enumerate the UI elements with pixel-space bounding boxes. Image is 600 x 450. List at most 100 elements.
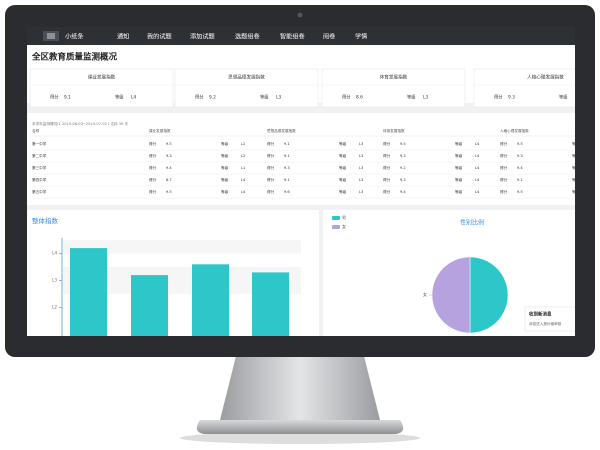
grade-label: 等级 [455, 141, 463, 146]
pie-label: 女 [423, 291, 427, 297]
score: 9.3 [400, 154, 406, 158]
score: 9.3 [284, 166, 290, 170]
card-grade: L3 [276, 95, 281, 101]
card-grade: L3 [423, 95, 428, 101]
grade-label: 等级 [339, 165, 347, 170]
score: 9.5 [400, 142, 406, 146]
legend-label: 男 [342, 215, 346, 220]
score: 9.5 [517, 190, 523, 194]
score-label: 得分 [500, 141, 508, 146]
table-caption: 本学年监测情况(1 2019-06-03~2019-07-02 ) 达标 30 … [32, 121, 128, 126]
notification[interactable] [524, 306, 577, 332]
grade-label: 等级 [572, 165, 580, 170]
grade-label: 等级 [572, 177, 580, 182]
score: 9.5 [517, 142, 523, 146]
bar-title: 整体指数 [32, 216, 59, 225]
score: 9.4 [517, 166, 523, 170]
card-grade: L4 [131, 95, 136, 101]
score: 9.4 [166, 166, 172, 170]
nav-item[interactable]: 小纸条 [65, 33, 84, 41]
legend-swatch [332, 216, 340, 220]
card-score: 8.6 [356, 95, 363, 101]
grade: L4 [475, 166, 480, 170]
grade: L1 [241, 166, 245, 170]
bar [70, 248, 107, 336]
card-score: 9.3 [508, 95, 515, 101]
y-tick-label: L2 [52, 305, 57, 310]
screen: 全区教育质量监测概况 本学年监测情况(1 2019-06-03~2019-07-… [27, 27, 580, 336]
score-label: 得分 [149, 165, 157, 170]
nav-item[interactable]: 选题组卷 [235, 33, 261, 41]
card-score-label: 得分 [50, 94, 59, 101]
score: 9.1 [517, 178, 523, 182]
card-grade-label: 等级 [559, 94, 568, 101]
table-header: 思想品德发展指数 [267, 128, 296, 133]
score-label: 得分 [500, 153, 508, 158]
card [321, 68, 466, 108]
card-score-label: 得分 [342, 94, 351, 101]
grade: L4 [241, 178, 246, 182]
grade: L4 [475, 154, 480, 158]
score-label: 得分 [267, 141, 275, 146]
grade: L2 [241, 154, 245, 158]
grade-label: 等级 [221, 189, 229, 194]
score: 8.7 [166, 178, 172, 182]
score-label: 得分 [383, 141, 391, 146]
card-title: 思想品德发展指数 [228, 74, 265, 81]
card [174, 68, 319, 108]
school-name: 第五中学 [32, 189, 47, 194]
grade: L3 [359, 142, 363, 146]
bar [252, 272, 289, 336]
grade: L2 [241, 142, 245, 146]
card-score: 9.1 [64, 95, 71, 101]
shadow [180, 432, 420, 444]
score-label: 得分 [149, 153, 157, 158]
score-label: 得分 [149, 177, 157, 182]
score-label: 得分 [149, 189, 157, 194]
score: 9.5 [166, 190, 172, 194]
card-title: 人格心理发展指数 [527, 74, 564, 81]
score: 9.6 [284, 190, 290, 194]
grade-label: 等级 [221, 177, 229, 182]
table-header: 体育发展指数 [383, 128, 405, 133]
score: 9.1 [284, 154, 290, 158]
card-grade-label: 等级 [260, 94, 269, 101]
nav-item[interactable]: 智能组卷 [280, 33, 306, 41]
pie-title: 性别比例 [460, 219, 484, 227]
camera [297, 12, 303, 18]
card [29, 68, 174, 108]
pie-slice [469, 256, 509, 334]
grade: L3 [359, 166, 363, 170]
nav-item[interactable]: 学情 [355, 33, 367, 41]
page-title: 全区教育质量监测概况 [31, 52, 118, 63]
table-header: 名称 [32, 128, 40, 133]
stand-base [196, 420, 404, 434]
school-name: 第四中学 [32, 177, 47, 182]
plot-band [63, 240, 301, 254]
score-label: 得分 [383, 189, 391, 194]
school-name: 第二中学 [32, 153, 47, 158]
score-label: 得分 [149, 141, 157, 146]
score: 9.3 [400, 178, 406, 182]
score-label: 得分 [500, 189, 508, 194]
grade-label: 等级 [339, 189, 347, 194]
score-label: 得分 [383, 177, 391, 182]
grade-label: 等级 [455, 177, 463, 182]
menu-icon [47, 33, 55, 39]
grade-label: 等级 [221, 153, 229, 158]
legend-swatch [332, 225, 340, 229]
score-label: 得分 [267, 153, 275, 158]
nav-item[interactable]: 我的试题 [147, 33, 172, 41]
grade: L3 [359, 178, 363, 182]
grade: L4 [241, 190, 246, 194]
stand-neck [220, 356, 380, 420]
grade-label: 等级 [455, 189, 463, 194]
card-grade-label: 等级 [407, 94, 416, 101]
grade-label: 等级 [455, 165, 463, 170]
nav-item[interactable]: 添加试题 [190, 33, 215, 41]
card-score-label: 得分 [494, 94, 503, 101]
nav-item[interactable]: 通知 [117, 33, 129, 41]
score: 9.2 [400, 166, 406, 170]
nav-item[interactable]: 阅卷 [323, 33, 336, 41]
